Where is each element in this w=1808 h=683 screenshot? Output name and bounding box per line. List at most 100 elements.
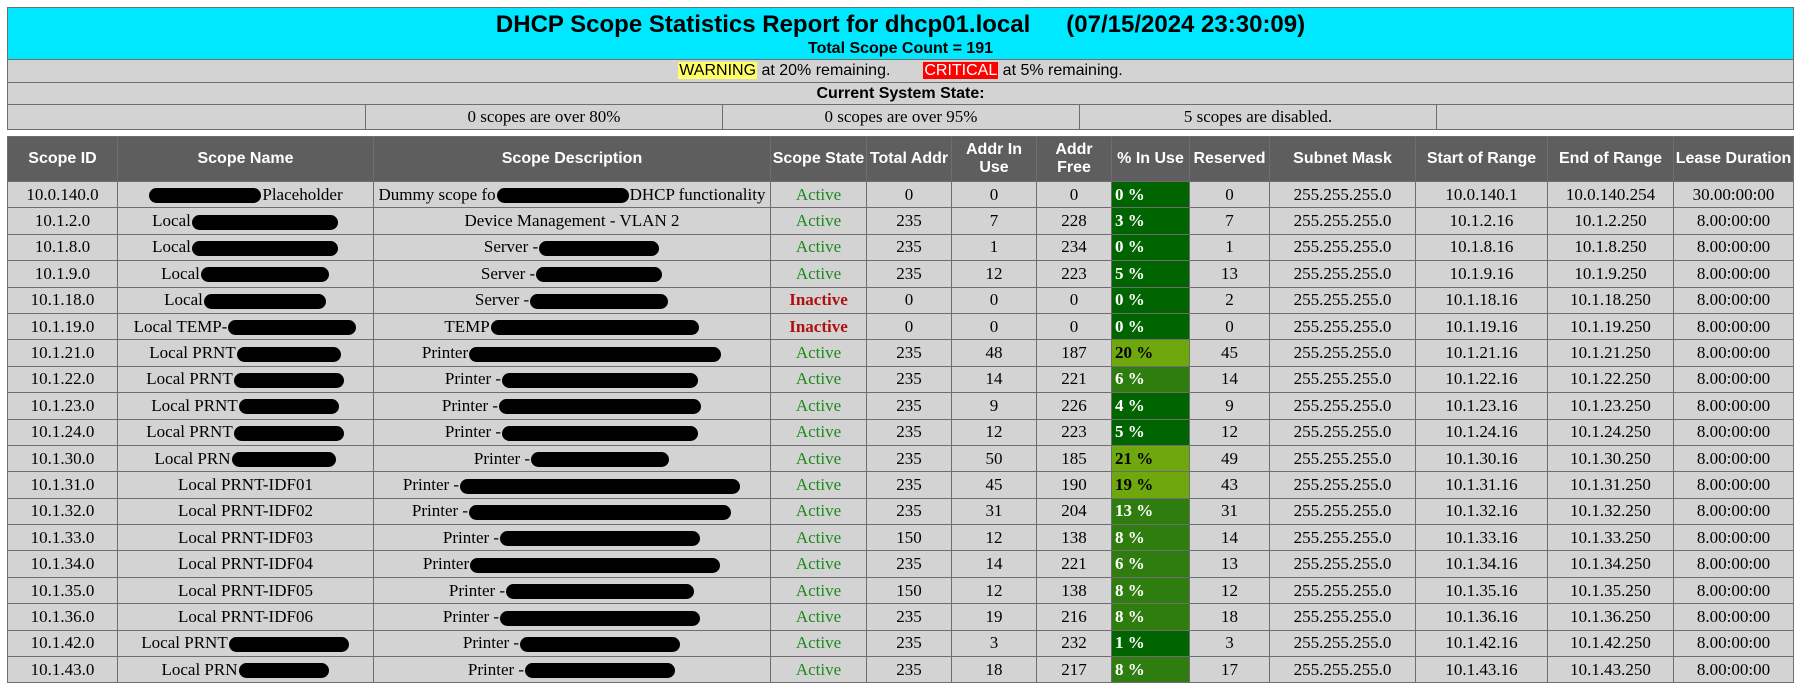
percent-in-use-cell: 6 % xyxy=(1111,365,1190,394)
column-header-scope-name: Scope Name xyxy=(117,136,374,182)
table-row: 10.1.18.0 Local Server - Inactive 0 0 0 0 % 2 255… xyxy=(7,286,1794,314)
addr-in-use-cell: 0 xyxy=(951,312,1037,341)
report-page: DHCP Scope Statistics Report for dhcp01.… xyxy=(6,7,1795,683)
redaction-mark xyxy=(236,346,341,362)
scope-state-cell: Active xyxy=(770,444,867,473)
reserved-cell: 49 xyxy=(1189,444,1270,473)
lease-duration-cell: 8.00:00:00 xyxy=(1673,207,1794,235)
addr-free-cell: 187 xyxy=(1036,339,1112,367)
redaction-mark xyxy=(460,478,741,494)
scope-name-cell: Local PRNT xyxy=(117,418,374,446)
addr-free-cell: 216 xyxy=(1036,603,1112,631)
start-of-range-cell: 10.1.35.16 xyxy=(1415,576,1548,605)
addr-free-cell: 204 xyxy=(1036,497,1112,526)
summary-empty-left xyxy=(7,104,366,130)
scope-description-prefix: Printer - xyxy=(444,422,502,442)
report-banner: DHCP Scope Statistics Report for dhcp01.… xyxy=(6,7,1795,60)
scope-id-cell: 10.1.32.0 xyxy=(7,497,118,526)
subnet-mask-cell: 255.255.255.0 xyxy=(1269,233,1416,262)
table-row: 10.1.43.0 Local PRN Printer - Active 235 18 21… xyxy=(7,656,1794,683)
addr-in-use-cell: 12 xyxy=(951,576,1037,605)
addr-in-use-cell: 12 xyxy=(951,524,1037,552)
start-of-range-cell: 10.1.30.16 xyxy=(1415,444,1548,473)
scope-description-cell: Printer - xyxy=(373,603,771,631)
scope-name-prefix: Local PRNT-IDF01 xyxy=(178,474,313,494)
scope-description-cell: Printer - xyxy=(373,656,771,683)
redaction-mark xyxy=(500,610,701,626)
scope-name-prefix: Local PRNT-IDF06 xyxy=(178,606,313,626)
scope-name-cell: Local PRN xyxy=(117,656,374,683)
scope-description-cell: Device Management - VLAN 2 xyxy=(373,207,771,235)
total-addr-cell: 150 xyxy=(866,524,952,552)
subnet-mask-cell: 255.255.255.0 xyxy=(1269,260,1416,288)
end-of-range-cell: 10.0.140.254 xyxy=(1547,180,1674,209)
scope-name-cell: Local PRNT xyxy=(117,392,374,420)
scope-description-cell: Server - xyxy=(373,233,771,262)
addr-free-cell: 223 xyxy=(1036,260,1112,288)
table-row: 10.1.42.0 Local PRNT Printer - Active 235 3 23… xyxy=(7,629,1794,658)
scope-description-prefix: Server - xyxy=(474,290,530,310)
subnet-mask-cell: 255.255.255.0 xyxy=(1269,550,1416,578)
scope-id-cell: 10.1.31.0 xyxy=(7,471,118,499)
scope-description-prefix: Printer - xyxy=(402,474,460,494)
total-addr-cell: 235 xyxy=(866,497,952,526)
lease-duration-cell: 8.00:00:00 xyxy=(1673,444,1794,473)
scope-state-cell: Active xyxy=(770,550,867,578)
scope-id-cell: 10.1.35.0 xyxy=(7,576,118,605)
table-row: 10.0.140.0 Placeholder Dummy scope fo DHCP … xyxy=(7,180,1794,209)
redaction-mark xyxy=(228,320,357,336)
lease-duration-cell: 8.00:00:00 xyxy=(1673,524,1794,552)
end-of-range-cell: 10.1.24.250 xyxy=(1547,418,1674,446)
subnet-mask-cell: 255.255.255.0 xyxy=(1269,365,1416,394)
scope-name-cell: Local PRN xyxy=(117,444,374,473)
start-of-range-cell: 10.1.43.16 xyxy=(1415,656,1548,683)
addr-in-use-cell: 48 xyxy=(951,339,1037,367)
redaction-mark xyxy=(233,425,344,441)
addr-in-use-cell: 45 xyxy=(951,471,1037,499)
addr-free-cell: 138 xyxy=(1036,524,1112,552)
scope-state-cell: Active xyxy=(770,260,867,288)
scope-id-cell: 10.1.19.0 xyxy=(7,312,118,341)
table-row: 10.1.35.0 Local PRNT-IDF05 Printer - Active… xyxy=(7,576,1794,605)
reserved-cell: 31 xyxy=(1189,497,1270,526)
total-addr-cell: 0 xyxy=(866,286,952,314)
start-of-range-cell: 10.1.32.16 xyxy=(1415,497,1548,526)
subnet-mask-cell: 255.255.255.0 xyxy=(1269,603,1416,631)
end-of-range-cell: 10.1.22.250 xyxy=(1547,365,1674,394)
percent-in-use-cell: 0 % xyxy=(1111,233,1190,262)
summary-empty-right xyxy=(1435,104,1795,130)
column-header-scope-state: Scope State xyxy=(770,136,867,182)
addr-in-use-cell: 12 xyxy=(951,418,1037,446)
addr-free-cell: 0 xyxy=(1036,312,1112,341)
percent-in-use-cell: 8 % xyxy=(1111,524,1190,552)
subnet-mask-cell: 255.255.255.0 xyxy=(1269,471,1416,499)
scope-name-cell: Local PRNT-IDF03 xyxy=(117,524,374,552)
total-addr-cell: 235 xyxy=(866,392,952,420)
total-addr-cell: 235 xyxy=(866,233,952,262)
scope-description-cell: Server - xyxy=(373,286,771,314)
scope-name-prefix: Local PRN xyxy=(154,448,231,468)
scope-id-cell: 10.1.24.0 xyxy=(7,418,118,446)
lease-duration-cell: 8.00:00:00 xyxy=(1673,656,1794,683)
critical-text: at 5% remaining. xyxy=(998,62,1123,79)
scope-id-cell: 10.1.36.0 xyxy=(7,603,118,631)
scope-description-cell: TEMP xyxy=(373,312,771,341)
subnet-mask-cell: 255.255.255.0 xyxy=(1269,180,1416,209)
total-addr-cell: 235 xyxy=(866,339,952,367)
percent-in-use-cell: 8 % xyxy=(1111,656,1190,683)
reserved-cell: 45 xyxy=(1189,339,1270,367)
scope-description-cell: Printer - xyxy=(373,576,771,605)
scope-state-cell: Active xyxy=(770,233,867,262)
scope-name-cell: Local xyxy=(117,207,374,235)
scope-description-prefix: Printer - xyxy=(442,606,500,626)
start-of-range-cell: 10.1.21.16 xyxy=(1415,339,1548,367)
start-of-range-cell: 10.1.24.16 xyxy=(1415,418,1548,446)
scope-id-cell: 10.1.18.0 xyxy=(7,286,118,314)
lease-duration-cell: 8.00:00:00 xyxy=(1673,260,1794,288)
redaction-mark xyxy=(520,636,681,652)
lease-duration-cell: 8.00:00:00 xyxy=(1673,629,1794,658)
addr-free-cell: 228 xyxy=(1036,207,1112,235)
redaction-mark xyxy=(238,663,329,679)
scope-name-prefix: Local xyxy=(164,290,203,310)
lease-duration-cell: 8.00:00:00 xyxy=(1673,392,1794,420)
